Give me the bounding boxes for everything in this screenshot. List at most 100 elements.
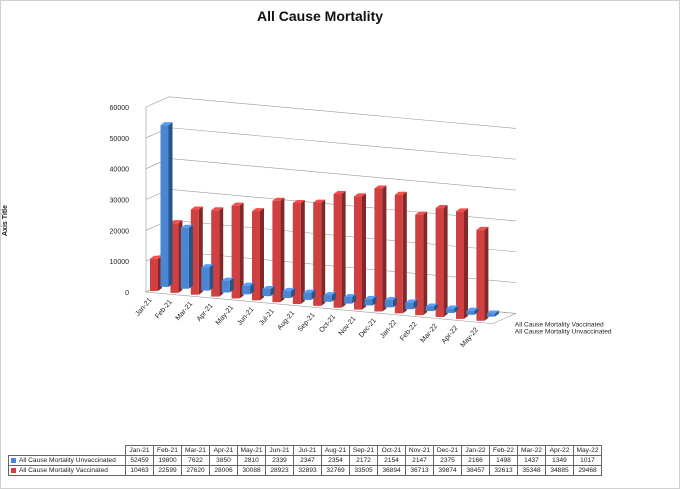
bar: [364, 295, 377, 306]
bar-front: [354, 196, 362, 310]
bar-front: [231, 205, 240, 299]
bar-front: [252, 211, 260, 301]
bar-front: [435, 208, 444, 318]
bar-top: [333, 190, 346, 194]
bar: [201, 264, 214, 291]
bar: [282, 287, 295, 299]
bar-side: [321, 199, 326, 306]
data-table-cell: 39874: [433, 465, 462, 476]
data-table-header-cell: May-22: [573, 445, 602, 456]
data-table-cell: 34885: [545, 465, 574, 476]
bar: [333, 190, 346, 308]
data-table-header-cell: Nov-21: [405, 445, 434, 456]
data-table-header-cell: Sep-21: [349, 445, 378, 456]
data-table-header-cell: Jun-21: [265, 445, 294, 456]
y-tick-label: 60000: [110, 105, 130, 112]
data-table-series-label: All Cause Mortality Vaccinated: [8, 465, 126, 476]
bar-side: [209, 264, 214, 291]
data-table-header-cell: Apr-22: [545, 445, 574, 456]
bar: [323, 292, 336, 302]
x-tick-label: Aug-21: [276, 310, 296, 332]
x-tick-label: May-21: [215, 304, 235, 326]
bar: [405, 299, 418, 310]
data-table-cell: 30088: [237, 465, 266, 476]
data-table-cell: 36894: [377, 465, 406, 476]
x-tick-label: Apr-22: [441, 325, 460, 346]
bar: [221, 277, 234, 293]
bar-front: [292, 202, 301, 305]
x-tick-label: Dec-21: [358, 317, 378, 339]
data-table-cell: 2354: [321, 455, 350, 466]
x-tick-label: Nov-21: [338, 315, 358, 337]
bar-side: [484, 226, 489, 321]
x-tick-label: Feb-22: [399, 321, 419, 343]
bar-front: [486, 313, 495, 317]
bar: [252, 208, 264, 301]
y-tick-label: 10000: [110, 259, 130, 266]
bar: [446, 305, 459, 313]
bar-side: [362, 193, 366, 310]
bar-front: [190, 209, 199, 295]
data-table-corner: [9, 446, 126, 456]
bar: [180, 224, 193, 289]
bar: [456, 208, 468, 319]
data-table-series-label: All Cause Mortality Unvaccinated: [8, 455, 126, 466]
data-table-cell: 27620: [181, 465, 210, 476]
data-table-cell: 52459: [125, 455, 154, 466]
data-table-cell: 3850: [209, 455, 238, 466]
bar-front: [313, 202, 322, 306]
depth-label: All Cause Mortality Unvaccinated: [515, 329, 612, 336]
bar-front: [344, 296, 353, 304]
bar-side: [239, 202, 244, 299]
data-table-cell: 36713: [405, 465, 434, 476]
x-tick-label: Jul-21: [258, 308, 276, 327]
data-table-header-cell: Mar-22: [517, 445, 546, 456]
data-table-cell: 32613: [489, 465, 518, 476]
bar-front: [170, 223, 179, 293]
bar: [415, 211, 428, 316]
bar-side: [341, 190, 346, 308]
x-tick-label: Apr-21: [196, 302, 215, 323]
bar: [150, 255, 162, 291]
bar-front: [394, 194, 403, 314]
depth-label: All Cause Mortality Vaccinated: [515, 322, 604, 329]
bar-top: [344, 293, 357, 297]
data-table-cell: 29468: [573, 465, 602, 476]
bar-front: [180, 227, 189, 289]
data-table-cell: 2166: [461, 455, 490, 466]
bar-side: [413, 299, 418, 310]
x-tick-label: Jan-21: [134, 297, 153, 318]
data-table-cell: 1017: [573, 455, 602, 466]
bar-side: [229, 277, 234, 293]
bar-side: [270, 285, 275, 297]
bar: [262, 285, 275, 297]
bar-side: [260, 208, 264, 301]
bar-front: [242, 285, 251, 295]
bar-top: [231, 202, 244, 206]
data-table-cell: 1498: [489, 455, 518, 466]
bar: [425, 303, 438, 312]
bar-front: [221, 280, 230, 293]
bar: [313, 199, 326, 306]
bar-top: [415, 211, 428, 215]
bar-top: [160, 122, 173, 126]
bar: [292, 199, 305, 305]
bar-front: [374, 188, 383, 312]
bar-side: [464, 208, 468, 319]
bar-top: [190, 206, 203, 210]
data-table-cell: 33505: [349, 465, 378, 476]
bar-front: [456, 211, 464, 319]
data-table-cell: 28006: [209, 465, 238, 476]
data-table-cell: 22599: [153, 465, 182, 476]
bar-top: [282, 287, 295, 291]
bar-front: [466, 310, 475, 315]
bar-side: [474, 307, 479, 315]
bar-top: [150, 255, 162, 259]
legend-swatch: [11, 467, 16, 473]
data-table-cell: 28923: [265, 465, 294, 476]
bar-top: [262, 285, 275, 289]
bar-side: [188, 224, 193, 289]
legend-swatch: [11, 457, 16, 463]
data-table-cell: 2147: [405, 455, 434, 466]
